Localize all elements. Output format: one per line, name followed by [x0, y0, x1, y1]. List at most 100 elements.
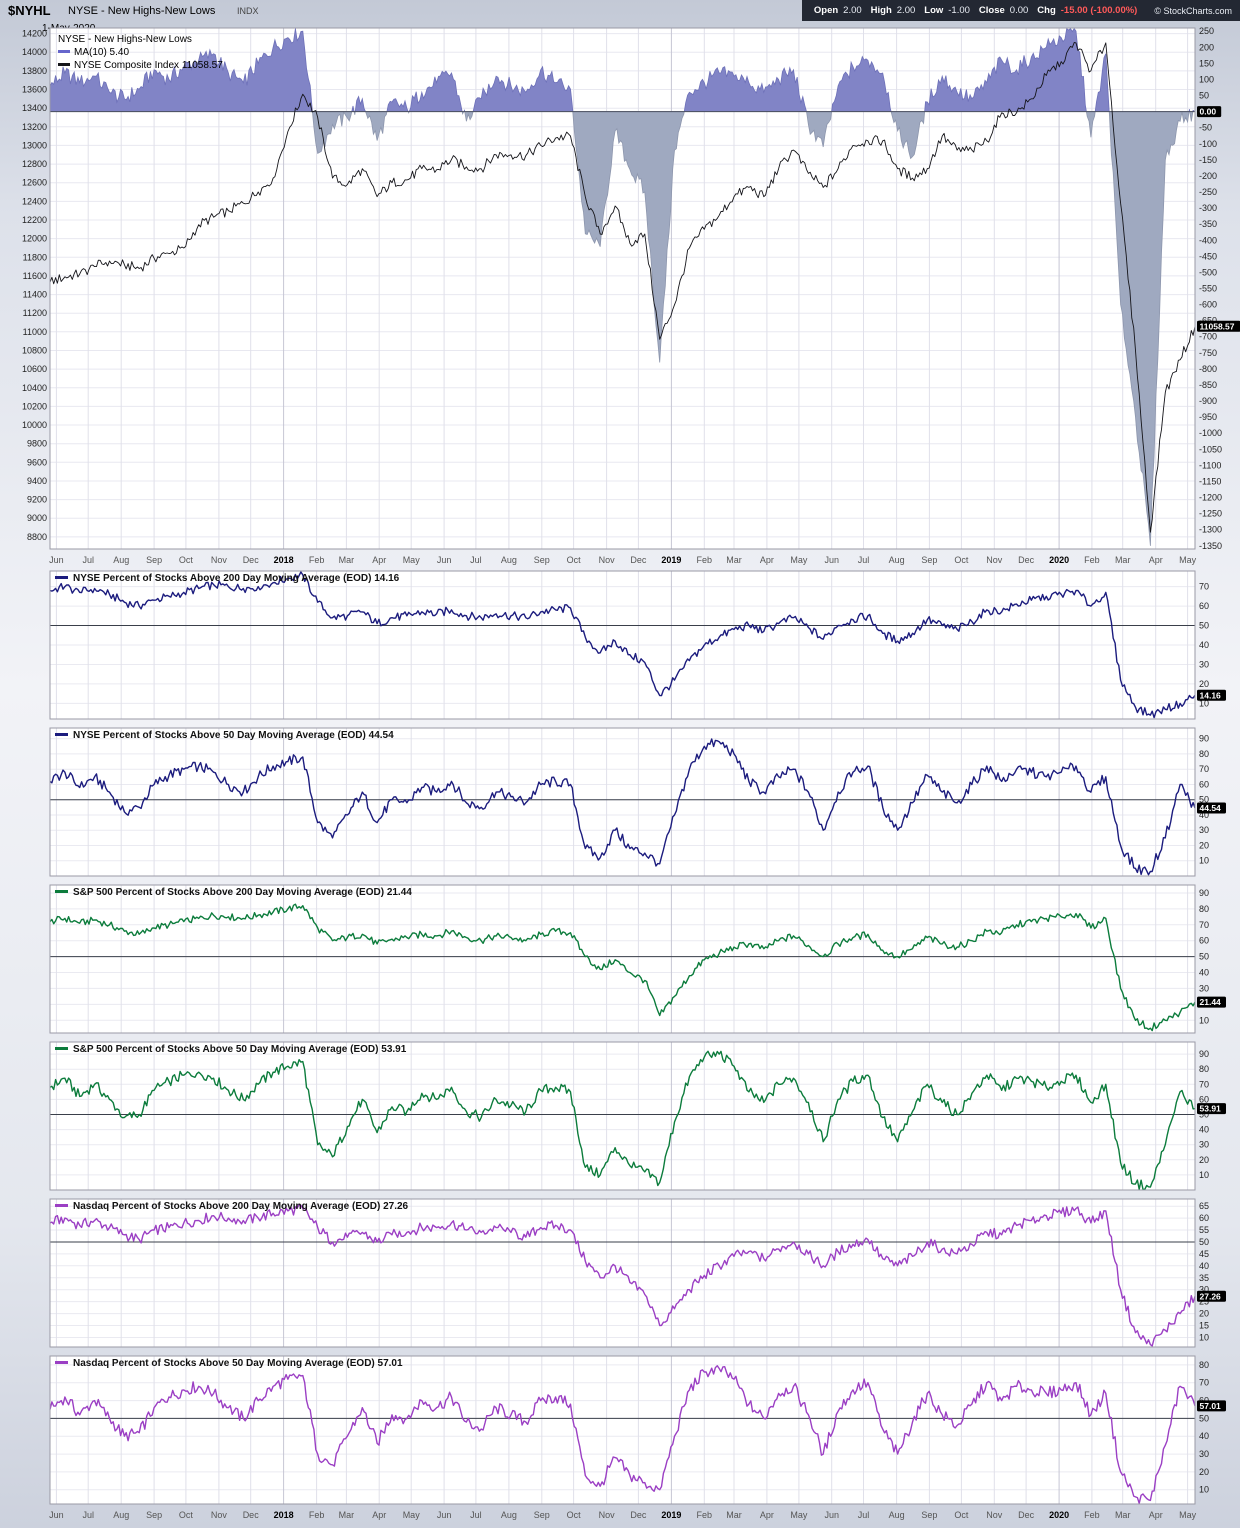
panel-title: S&P 500 Percent of Stocks Above 200 Day … — [55, 887, 412, 898]
svg-text:Apr: Apr — [760, 555, 774, 565]
svg-text:Feb: Feb — [697, 1510, 713, 1520]
svg-text:Aug: Aug — [889, 1510, 905, 1520]
svg-text:9000: 9000 — [27, 513, 47, 523]
svg-text:45: 45 — [1199, 1249, 1209, 1259]
svg-text:20: 20 — [1199, 679, 1209, 689]
panel-title-text: S&P 500 Percent of Stocks Above 200 Day … — [73, 887, 412, 898]
svg-text:30: 30 — [1199, 825, 1209, 835]
symbol: $NYHL — [8, 3, 51, 18]
svg-text:70: 70 — [1199, 1079, 1209, 1089]
svg-text:11000: 11000 — [23, 327, 47, 337]
svg-text:60: 60 — [1199, 936, 1209, 946]
svg-text:35: 35 — [1199, 1273, 1209, 1283]
svg-text:11800: 11800 — [23, 252, 47, 262]
svg-text:Jul: Jul — [858, 1510, 870, 1520]
svg-text:11400: 11400 — [23, 290, 47, 300]
svg-text:Nov: Nov — [599, 1510, 616, 1520]
svg-text:Apr: Apr — [1149, 555, 1163, 565]
panel-nyse-above-200dma: 10 20 30 40 50 60 70 14.16 NYSE Percent of Stoc… — [0, 570, 1240, 720]
svg-text:50: 50 — [1199, 1413, 1209, 1423]
svg-text:Aug: Aug — [113, 1510, 129, 1520]
svg-text:10: 10 — [1199, 856, 1209, 866]
svg-text:40: 40 — [1199, 1431, 1209, 1441]
panel-title-text: Nasdaq Percent of Stocks Above 50 Day Mo… — [73, 1358, 403, 1369]
svg-text:70: 70 — [1199, 920, 1209, 930]
svg-text:40: 40 — [1199, 968, 1209, 978]
svg-text:90: 90 — [1199, 734, 1209, 744]
quote-strip: Open 2.00 High 2.00 Low -1.00 Close 0.00… — [801, 0, 1240, 21]
svg-text:Sep: Sep — [534, 555, 550, 565]
svg-text:70: 70 — [1199, 582, 1209, 592]
svg-text:-400: -400 — [1199, 235, 1217, 245]
svg-text:9400: 9400 — [27, 476, 47, 486]
svg-text:30: 30 — [1199, 660, 1209, 670]
svg-text:-350: -350 — [1199, 219, 1217, 229]
svg-text:2020: 2020 — [1049, 1510, 1069, 1520]
svg-text:Sep: Sep — [146, 1510, 162, 1520]
legend-composite-label: NYSE Composite Index 11058.57 — [74, 60, 223, 71]
svg-text:60: 60 — [1199, 780, 1209, 790]
svg-text:20: 20 — [1199, 1309, 1209, 1319]
svg-text:11600: 11600 — [23, 271, 47, 281]
series-swatch-icon — [55, 733, 68, 736]
svg-text:Jun: Jun — [437, 555, 452, 565]
svg-text:Mar: Mar — [339, 555, 355, 565]
svg-text:2019: 2019 — [661, 1510, 681, 1520]
chg-value: -15.00 (-100.00%) — [1060, 5, 1138, 16]
svg-text:-300: -300 — [1199, 203, 1217, 213]
panel-title: Nasdaq Percent of Stocks Above 50 Day Mo… — [55, 1358, 403, 1369]
svg-text:Feb: Feb — [697, 555, 713, 565]
legend-ma-label: MA(10) 5.40 — [74, 47, 130, 58]
svg-text:-450: -450 — [1199, 251, 1217, 261]
svg-text:12400: 12400 — [22, 196, 47, 206]
legend-ma: MA(10) 5.40 — [58, 46, 223, 59]
svg-text:May: May — [790, 555, 808, 565]
svg-text:40: 40 — [1199, 1261, 1209, 1271]
svg-text:-500: -500 — [1199, 267, 1217, 277]
svg-text:Apr: Apr — [760, 1510, 774, 1520]
svg-text:Nov: Nov — [986, 555, 1003, 565]
svg-text:50: 50 — [1199, 1110, 1209, 1120]
svg-text:13600: 13600 — [22, 85, 47, 95]
svg-text:65: 65 — [1199, 1201, 1209, 1211]
svg-text:-1300: -1300 — [1199, 525, 1222, 535]
svg-text:10400: 10400 — [22, 383, 47, 393]
svg-text:200: 200 — [1199, 42, 1214, 52]
svg-text:44.54: 44.54 — [1200, 803, 1222, 813]
svg-text:8800: 8800 — [27, 532, 47, 542]
svg-text:Jun: Jun — [437, 1510, 452, 1520]
svg-text:9800: 9800 — [27, 439, 47, 449]
ma-swatch-icon — [58, 50, 70, 53]
svg-text:Aug: Aug — [889, 555, 905, 565]
svg-text:10: 10 — [1199, 1333, 1209, 1343]
x-axis-svg: Jun Jul Aug Sep Oct Nov Dec 2018 Feb Mar Apr May Jun… — [49, 1510, 1197, 1520]
svg-text:-550: -550 — [1199, 284, 1217, 294]
svg-text:57.01: 57.01 — [1200, 1401, 1222, 1411]
svg-text:Jun: Jun — [49, 1510, 64, 1520]
svg-text:250: 250 — [1199, 26, 1214, 36]
svg-text:13400: 13400 — [22, 103, 47, 113]
svg-text:12800: 12800 — [22, 159, 47, 169]
svg-text:9200: 9200 — [27, 495, 47, 505]
svg-text:50: 50 — [1199, 795, 1209, 805]
svg-text:May: May — [1179, 1510, 1197, 1520]
low-label: Low — [924, 5, 944, 16]
svg-text:10000: 10000 — [22, 420, 47, 430]
svg-text:-800: -800 — [1199, 364, 1217, 374]
svg-text:Oct: Oct — [954, 555, 969, 565]
series-swatch-icon — [55, 576, 68, 579]
panel-nyse-above-200dma-svg: 10 20 30 40 50 60 70 14.16 — [49, 570, 1226, 720]
panel-sp500-above-200dma-svg: 10203040506070809021.44 — [49, 884, 1226, 1034]
svg-text:30: 30 — [1199, 983, 1209, 993]
svg-text:Jul: Jul — [470, 1510, 482, 1520]
svg-text:9600: 9600 — [27, 457, 47, 467]
svg-text:Sep: Sep — [921, 1510, 937, 1520]
svg-text:80: 80 — [1199, 749, 1209, 759]
svg-text:90: 90 — [1199, 1049, 1209, 1059]
panel-sp500-above-200dma: 10203040506070809021.44 S&P 500 Percent … — [0, 884, 1240, 1034]
svg-text:100: 100 — [1199, 75, 1214, 85]
svg-text:Mar: Mar — [1115, 1510, 1131, 1520]
svg-text:Feb: Feb — [309, 1510, 325, 1520]
svg-text:-1000: -1000 — [1199, 428, 1222, 438]
